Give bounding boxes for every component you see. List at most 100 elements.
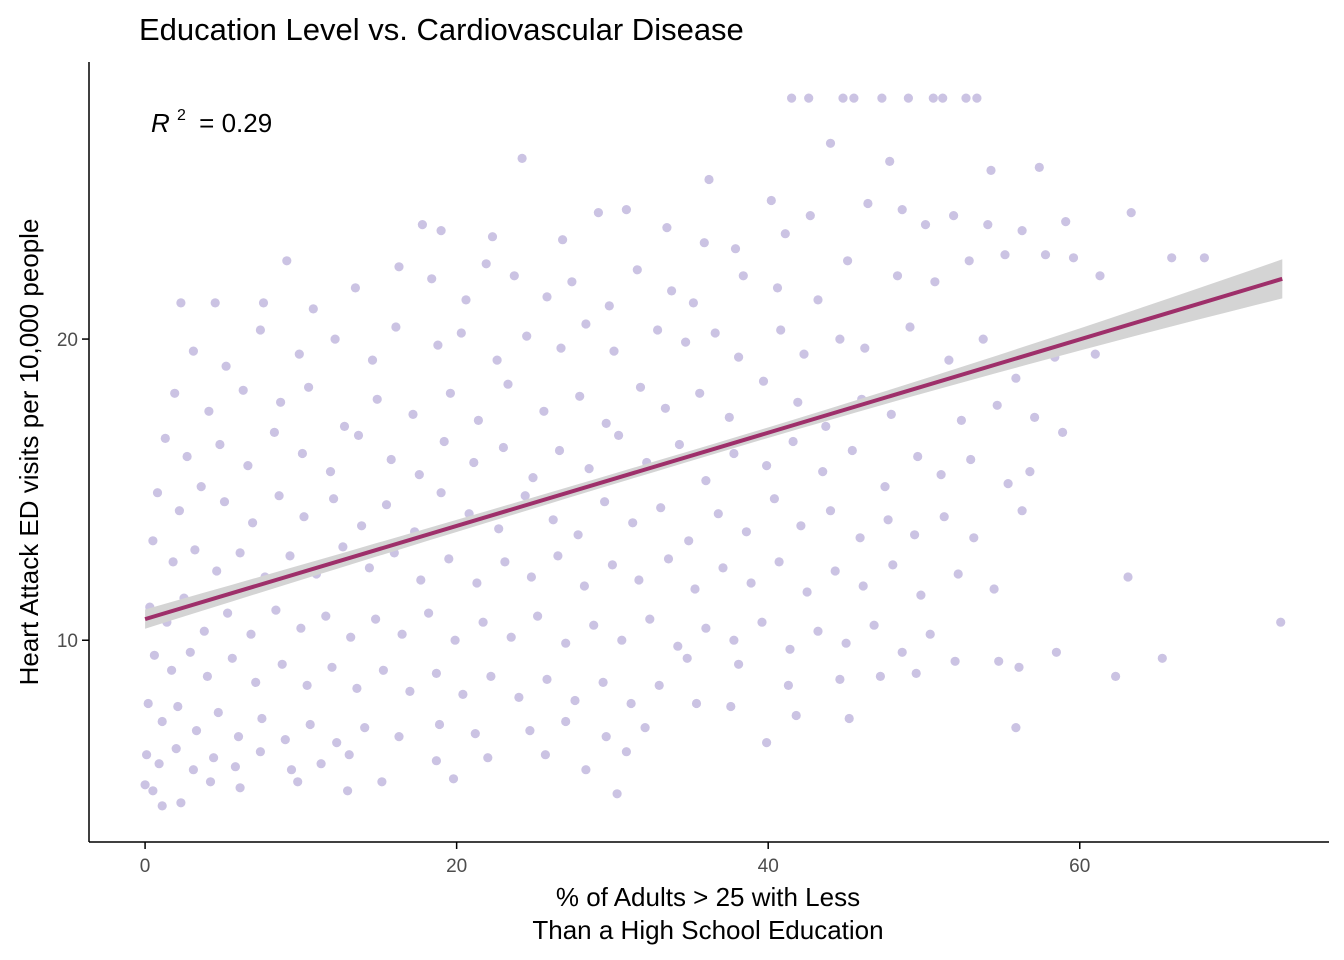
data-point bbox=[645, 614, 655, 624]
data-point bbox=[494, 524, 504, 534]
data-point bbox=[274, 491, 284, 501]
data-point bbox=[575, 391, 585, 401]
data-point bbox=[1003, 479, 1013, 489]
data-point bbox=[424, 608, 434, 618]
data-point bbox=[444, 554, 454, 564]
y-tick-label: 10 bbox=[57, 631, 78, 652]
data-point bbox=[160, 433, 170, 443]
data-point bbox=[199, 626, 209, 636]
data-point bbox=[433, 340, 443, 350]
data-point bbox=[818, 467, 828, 477]
data-point bbox=[628, 518, 638, 528]
data-point bbox=[1090, 349, 1100, 359]
data-point bbox=[593, 208, 604, 218]
data-point bbox=[1025, 467, 1035, 477]
data-point bbox=[1157, 653, 1167, 663]
data-point bbox=[558, 235, 568, 245]
data-point bbox=[436, 488, 446, 498]
data-point bbox=[769, 494, 780, 504]
data-point bbox=[1051, 647, 1061, 657]
data-point bbox=[285, 551, 295, 561]
data-point bbox=[916, 590, 926, 600]
data-point bbox=[427, 274, 437, 284]
data-point bbox=[503, 379, 513, 389]
data-point bbox=[835, 674, 845, 685]
data-point bbox=[154, 759, 164, 769]
data-point bbox=[520, 491, 530, 501]
data-point bbox=[607, 560, 618, 570]
data-point bbox=[472, 578, 482, 588]
data-point bbox=[888, 560, 898, 570]
data-point bbox=[581, 765, 591, 775]
data-point bbox=[445, 388, 455, 398]
data-point bbox=[212, 566, 222, 576]
data-point bbox=[681, 337, 691, 347]
data-point bbox=[408, 409, 418, 419]
data-point bbox=[883, 515, 893, 525]
data-point bbox=[939, 512, 949, 522]
data-point bbox=[235, 548, 245, 558]
data-point bbox=[1123, 572, 1133, 582]
data-point bbox=[663, 554, 674, 564]
data-point bbox=[473, 415, 483, 425]
data-point bbox=[525, 726, 535, 736]
data-point bbox=[1014, 662, 1024, 672]
data-point bbox=[741, 527, 752, 537]
data-point bbox=[860, 343, 870, 353]
data-point bbox=[185, 647, 195, 657]
data-point bbox=[581, 319, 591, 329]
data-point bbox=[838, 93, 848, 103]
data-point bbox=[992, 400, 1002, 410]
data-points bbox=[140, 93, 1286, 811]
data-point bbox=[813, 626, 823, 636]
data-point bbox=[573, 530, 583, 540]
r-squared-symbol: R bbox=[151, 108, 170, 138]
data-point bbox=[699, 238, 709, 248]
data-point bbox=[858, 581, 868, 591]
data-point bbox=[235, 783, 245, 793]
data-point bbox=[533, 611, 543, 621]
x-axis-ticks: 0 20 40 60 bbox=[140, 842, 1090, 877]
data-point bbox=[506, 632, 516, 642]
data-point bbox=[219, 497, 230, 507]
data-point bbox=[257, 713, 267, 724]
data-point bbox=[910, 530, 920, 540]
data-point bbox=[196, 482, 206, 492]
data-point bbox=[293, 777, 303, 787]
data-point bbox=[774, 557, 784, 567]
data-point bbox=[925, 629, 935, 639]
data-point bbox=[897, 205, 907, 215]
data-point bbox=[936, 470, 946, 480]
data-point bbox=[553, 551, 563, 561]
data-point bbox=[1011, 723, 1021, 733]
data-point bbox=[969, 533, 979, 543]
data-point bbox=[938, 93, 948, 103]
data-point bbox=[294, 349, 304, 359]
data-point bbox=[911, 668, 921, 679]
data-point bbox=[364, 563, 374, 573]
data-point bbox=[950, 656, 960, 666]
r-squared-annotation: R 2 = 0.29 bbox=[151, 96, 272, 138]
data-point bbox=[688, 298, 699, 308]
data-point bbox=[296, 623, 306, 633]
data-point bbox=[514, 692, 524, 703]
r-squared-value: = 0.29 bbox=[199, 108, 272, 138]
data-point bbox=[758, 376, 769, 386]
data-point bbox=[209, 753, 219, 763]
data-point bbox=[394, 732, 404, 742]
data-point bbox=[308, 304, 318, 314]
data-point bbox=[609, 346, 619, 356]
data-point bbox=[325, 467, 336, 477]
data-point bbox=[414, 470, 424, 480]
data-point bbox=[673, 641, 683, 651]
data-point bbox=[738, 271, 748, 281]
data-point bbox=[621, 205, 632, 215]
data-point bbox=[188, 765, 198, 775]
data-point bbox=[246, 629, 256, 639]
data-point bbox=[972, 93, 982, 103]
data-point bbox=[796, 521, 806, 531]
data-point bbox=[223, 608, 233, 618]
data-point bbox=[634, 575, 644, 585]
data-point bbox=[877, 93, 887, 103]
x-tick-label: 0 bbox=[140, 856, 151, 877]
